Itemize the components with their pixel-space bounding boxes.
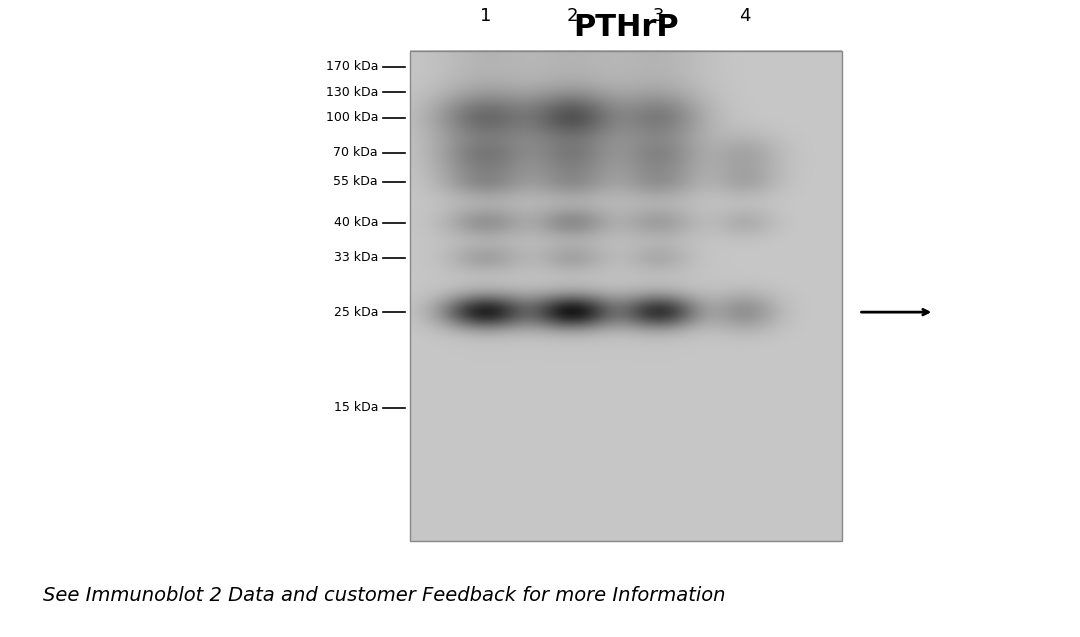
Text: 40 kDa: 40 kDa [334, 217, 378, 229]
Text: 1: 1 [481, 8, 491, 25]
Text: 55 kDa: 55 kDa [334, 175, 378, 188]
Text: 170 kDa: 170 kDa [325, 61, 378, 73]
Text: 2: 2 [567, 8, 578, 25]
Text: See Immunoblot 2 Data and customer Feedback for more Information: See Immunoblot 2 Data and customer Feedb… [43, 586, 726, 605]
Text: 100 kDa: 100 kDa [325, 111, 378, 124]
Text: 70 kDa: 70 kDa [334, 147, 378, 159]
Text: 3: 3 [653, 8, 664, 25]
Text: 130 kDa: 130 kDa [326, 86, 378, 99]
Text: 25 kDa: 25 kDa [334, 306, 378, 318]
Text: PTHrP: PTHrP [573, 13, 679, 42]
Text: 15 kDa: 15 kDa [334, 401, 378, 414]
Bar [410, 51, 842, 541]
Text: 33 kDa: 33 kDa [334, 252, 378, 264]
Text: 4: 4 [740, 8, 751, 25]
